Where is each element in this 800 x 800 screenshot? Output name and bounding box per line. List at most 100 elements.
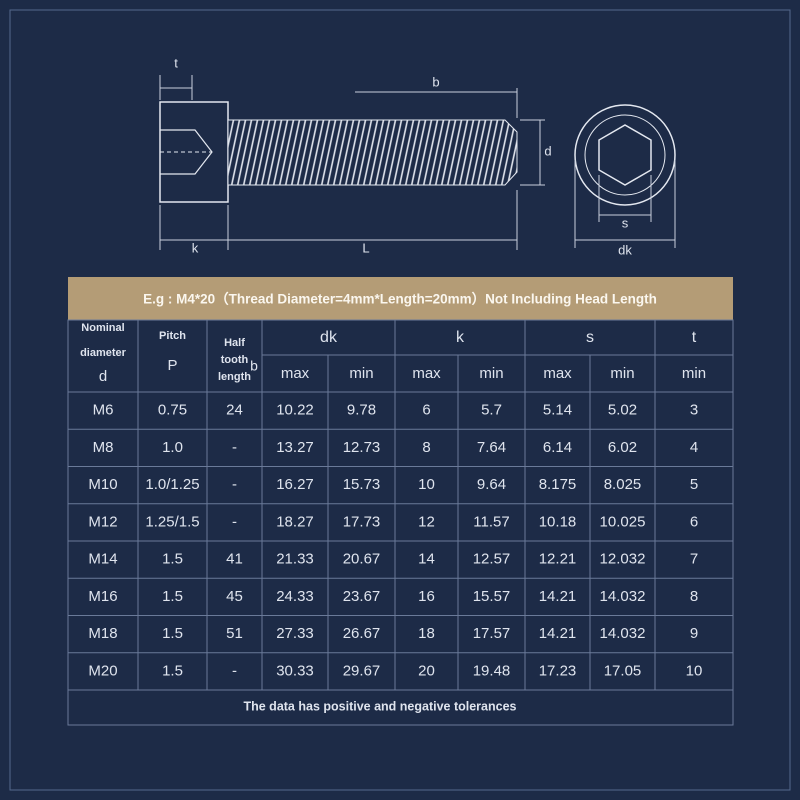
table-cell: M12 bbox=[88, 513, 117, 530]
table-cell: 7 bbox=[690, 551, 698, 568]
table-cell: - bbox=[232, 476, 237, 493]
table-cell: 15.73 bbox=[343, 476, 381, 493]
table-cell: 6 bbox=[690, 513, 698, 530]
table-cell: 14.032 bbox=[600, 588, 646, 605]
table-cell: M14 bbox=[88, 551, 117, 568]
dim-label: dk bbox=[618, 242, 632, 257]
table-cell: M20 bbox=[88, 662, 117, 679]
table-cell: 23.67 bbox=[343, 588, 381, 605]
header-symbol: t bbox=[692, 329, 697, 346]
table-cell: 5.02 bbox=[608, 402, 637, 419]
table-cell: 16.27 bbox=[276, 476, 314, 493]
table-cell: 24.33 bbox=[276, 588, 314, 605]
header-sub: max bbox=[412, 365, 441, 382]
table-cell: M8 bbox=[93, 439, 114, 456]
table-cell: 12.73 bbox=[343, 439, 381, 456]
table-cell: 6.02 bbox=[608, 439, 637, 456]
table-cell: 14 bbox=[418, 551, 435, 568]
table-cell: 18.27 bbox=[276, 513, 314, 530]
table-cell: 16 bbox=[418, 588, 435, 605]
table-cell: 5.14 bbox=[543, 402, 572, 419]
table-cell: 14.21 bbox=[539, 588, 577, 605]
table-cell: 1.5 bbox=[162, 551, 183, 568]
header-sub: min bbox=[610, 365, 634, 382]
table-cell: 7.64 bbox=[477, 439, 506, 456]
table-cell: 30.33 bbox=[276, 662, 314, 679]
table-cell: 45 bbox=[226, 588, 243, 605]
table-cell: M16 bbox=[88, 588, 117, 605]
dim-label: k bbox=[192, 240, 199, 255]
header-label: diameter bbox=[80, 347, 127, 359]
dim-label: L bbox=[362, 240, 369, 255]
dim-label: b bbox=[432, 74, 439, 89]
table-cell: 24 bbox=[226, 402, 243, 419]
header-symbol: P bbox=[167, 357, 177, 374]
screw-side bbox=[159, 101, 518, 203]
table-cell: 12.21 bbox=[539, 551, 577, 568]
table-cell: 10 bbox=[418, 476, 435, 493]
table-cell: 10 bbox=[686, 662, 703, 679]
dimension-lines bbox=[159, 75, 545, 250]
table-cell: - bbox=[232, 513, 237, 530]
table-cell: 8 bbox=[422, 439, 430, 456]
header-label: length bbox=[218, 371, 251, 383]
table-cell: 41 bbox=[226, 551, 243, 568]
table-cell: 9 bbox=[690, 625, 698, 642]
table-cell: 1.5 bbox=[162, 662, 183, 679]
table-cell: 9.64 bbox=[477, 476, 506, 493]
table-cell: 1.5 bbox=[162, 588, 183, 605]
table-cell: 0.75 bbox=[158, 402, 187, 419]
table-cell: 51 bbox=[226, 625, 243, 642]
header-sub: min bbox=[349, 365, 373, 382]
header-label: Nominal bbox=[81, 322, 124, 334]
table-cell: 26.67 bbox=[343, 625, 381, 642]
table-cell: 20 bbox=[418, 662, 435, 679]
table-cell: 29.67 bbox=[343, 662, 381, 679]
header-sub: min bbox=[479, 365, 503, 382]
table-cell: 17.23 bbox=[539, 662, 577, 679]
header-sub: min bbox=[682, 365, 706, 382]
table-cell: 15.57 bbox=[473, 588, 511, 605]
table-cell: 17.05 bbox=[604, 662, 642, 679]
table-cell: 11.57 bbox=[473, 513, 509, 530]
table-cell: 27.33 bbox=[276, 625, 314, 642]
table-cell: 17.73 bbox=[343, 513, 381, 530]
dim-label: t bbox=[174, 55, 178, 70]
table-cell: 12 bbox=[418, 513, 435, 530]
table-cell: 3 bbox=[690, 402, 698, 419]
table-cell: 12.032 bbox=[600, 551, 646, 568]
table-cell: 6.14 bbox=[543, 439, 572, 456]
table-cell: 8 bbox=[690, 588, 698, 605]
table-cell: 8.175 bbox=[539, 476, 577, 493]
header-symbol: s bbox=[586, 329, 594, 346]
header-symbol: d bbox=[99, 368, 107, 385]
table-cell: M18 bbox=[88, 625, 117, 642]
table-cell: 17.57 bbox=[473, 625, 511, 642]
table-cell: 1.0 bbox=[162, 439, 183, 456]
table-cell: 4 bbox=[690, 439, 698, 456]
banner bbox=[68, 277, 733, 320]
table-cell: M10 bbox=[88, 476, 117, 493]
header-symbol: b bbox=[250, 358, 258, 374]
table-cell: 10.18 bbox=[539, 513, 577, 530]
header-symbol: dk bbox=[320, 329, 338, 346]
table-cell: 5.7 bbox=[481, 402, 502, 419]
table-cell: 6 bbox=[422, 402, 430, 419]
screw-top bbox=[574, 104, 676, 248]
outer-border bbox=[9, 9, 791, 791]
table-cell: 21.33 bbox=[276, 551, 314, 568]
header-label: Pitch bbox=[159, 330, 186, 342]
table-cell: - bbox=[232, 662, 237, 679]
banner-text: E.g : M4*20（Thread Diameter=4mm*Length=2… bbox=[143, 292, 657, 307]
header-sub: max bbox=[281, 365, 310, 382]
table-cell: 14.21 bbox=[539, 625, 577, 642]
table-cell: 12.57 bbox=[473, 551, 511, 568]
table-cell: 1.5 bbox=[162, 625, 183, 642]
table-cell: M6 bbox=[93, 402, 114, 419]
table-cell: - bbox=[232, 439, 237, 456]
table-cell: 1.25/1.5 bbox=[145, 513, 199, 530]
table-cell: 8.025 bbox=[604, 476, 642, 493]
table-cell: 18 bbox=[418, 625, 435, 642]
